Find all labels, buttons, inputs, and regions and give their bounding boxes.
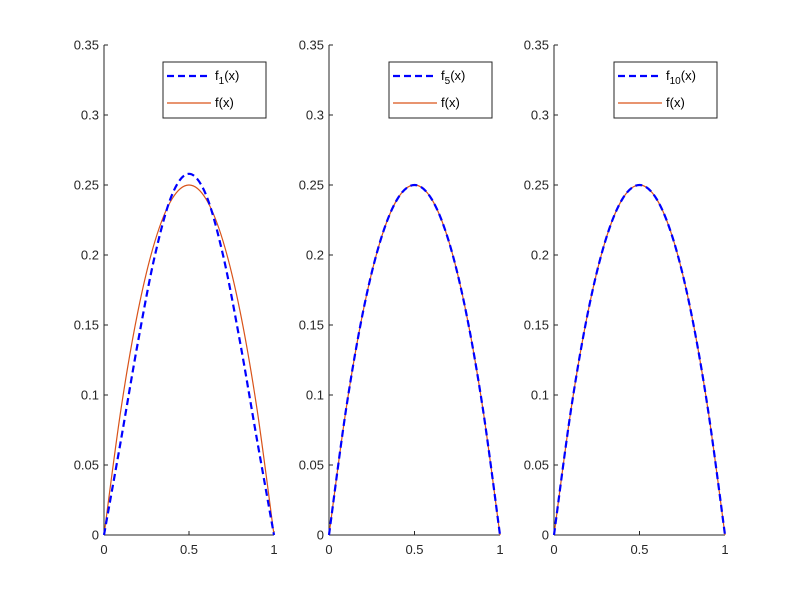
y-tick-label: 0.2 xyxy=(306,248,324,263)
y-tick-label: 0 xyxy=(92,528,99,543)
y-tick-label: 0.2 xyxy=(81,248,99,263)
y-tick-label: 0.15 xyxy=(524,318,549,333)
y-tick-label: 0.25 xyxy=(299,178,324,193)
y-tick-label: 0.15 xyxy=(74,318,99,333)
x-tick-label: 1 xyxy=(496,542,503,557)
y-tick-label: 0.1 xyxy=(531,388,549,403)
y-tick-label: 0.25 xyxy=(524,178,549,193)
y-tick-label: 0.3 xyxy=(531,108,549,123)
legend-entry: f1(x) xyxy=(215,68,239,87)
legend-entry: f(x) xyxy=(666,95,685,110)
x-tick-label: 0 xyxy=(100,542,107,557)
series-line-approx xyxy=(552,183,727,536)
chart-panel-1: 0 0.05 0.1 0.15 0.2 0.25 0.3 0.35 0 0.5 1 f1(x) f(x) xyxy=(74,38,278,558)
y-tick-label: 0.35 xyxy=(299,38,324,53)
x-tick-label: 1 xyxy=(270,542,277,557)
legend: f10(x) f(x) xyxy=(613,61,718,119)
y-tick-label: 0.3 xyxy=(81,108,99,123)
y-tick-label: 0.05 xyxy=(299,458,324,473)
x-tick-label: 0.5 xyxy=(405,542,423,557)
legend-entry: f5(x) xyxy=(441,68,465,87)
x-tick-label: 0.5 xyxy=(630,542,648,557)
y-tick-label: 0 xyxy=(317,528,324,543)
y-tick-label: 0.25 xyxy=(74,178,99,193)
x-tick-label: 1 xyxy=(721,542,728,557)
legend-entry: f(x) xyxy=(441,95,460,110)
y-tick-label: 0 xyxy=(542,528,549,543)
y-tick-label: 0.3 xyxy=(306,108,324,123)
y-tick-label: 0.1 xyxy=(81,388,99,403)
legend-entry: f10(x) xyxy=(666,68,696,87)
x-tick-label: 0 xyxy=(325,542,332,557)
legend: f1(x) f(x) xyxy=(162,61,267,119)
legend-entry: f(x) xyxy=(215,95,234,110)
x-tick-label: 0.5 xyxy=(180,542,198,557)
legend-box xyxy=(613,61,718,119)
legend-box xyxy=(388,61,493,119)
y-tick-label: 0.05 xyxy=(74,458,99,473)
series-line-approx xyxy=(327,183,502,536)
chart-panel-2: 0 0.05 0.1 0.15 0.2 0.25 0.3 0.35 0 0.5 1 f5(x) f(x) xyxy=(299,38,504,558)
y-tick-label: 0.35 xyxy=(524,38,549,53)
y-tick-label: 0.35 xyxy=(74,38,99,53)
x-tick-label: 0 xyxy=(550,542,557,557)
legend: f5(x) f(x) xyxy=(388,61,493,119)
legend-box xyxy=(162,61,267,119)
chart-panel-3: 0 0.05 0.1 0.15 0.2 0.25 0.3 0.35 0 0.5 1 f10(x) f(x… xyxy=(524,38,729,558)
y-tick-label: 0.05 xyxy=(524,458,549,473)
y-tick-label: 0.2 xyxy=(531,248,549,263)
series-line-exact xyxy=(103,184,275,536)
y-tick-label: 0.15 xyxy=(299,318,324,333)
y-tick-label: 0.1 xyxy=(306,388,324,403)
series-line-approx xyxy=(102,172,276,536)
